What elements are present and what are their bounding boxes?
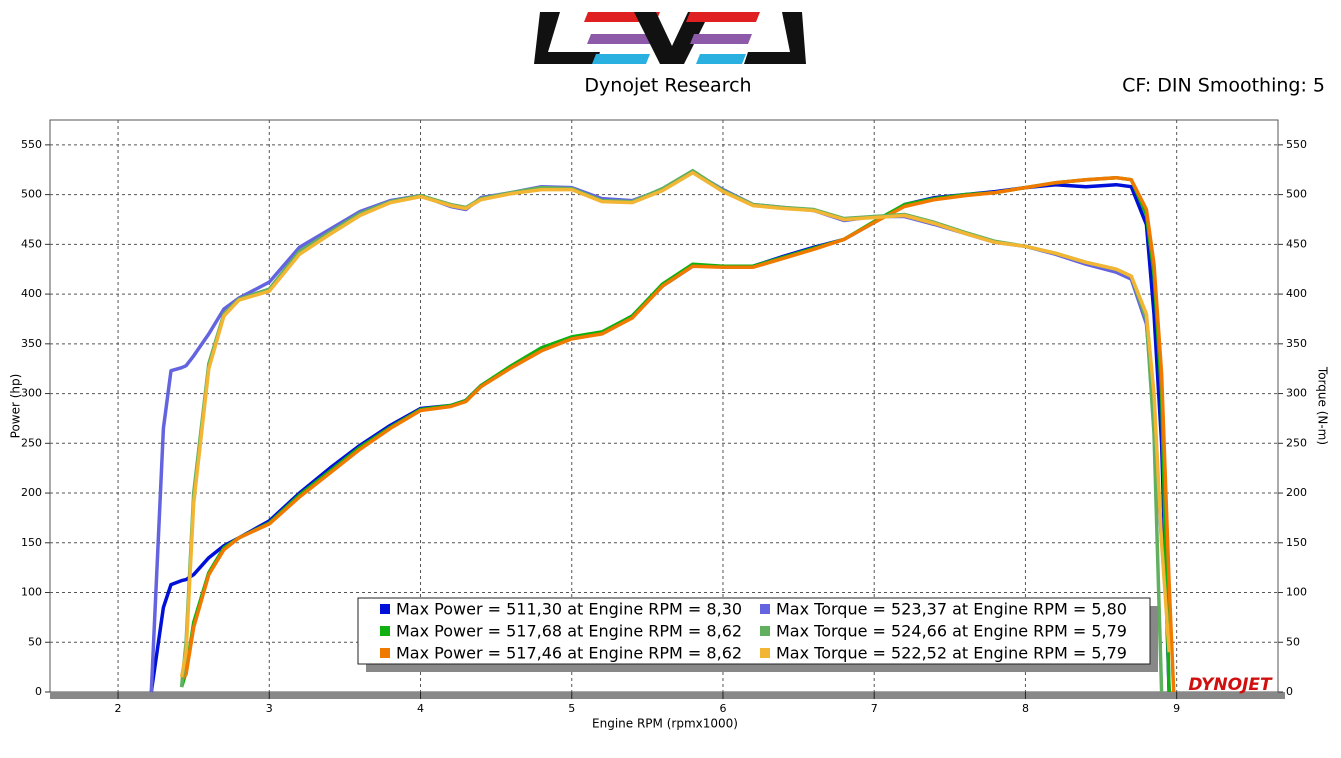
x-tick-label: 6 [719, 702, 726, 715]
x-tick-label: 3 [266, 702, 273, 715]
plot-area [49, 119, 1279, 693]
legend-swatch [380, 604, 390, 614]
x-tick-label: 7 [871, 702, 878, 715]
y-tick-label: 150 [21, 536, 42, 549]
y2-tick-label: 300 [1286, 387, 1307, 400]
legend [357, 597, 1151, 665]
y-tick-label: 500 [21, 188, 42, 201]
legend-label: Max Power = 517,46 at Engine RPM = 8,62 [396, 644, 742, 663]
x-axis-label: Engine RPM (rpmx1000) [592, 717, 738, 731]
y-tick-label: 100 [21, 586, 42, 599]
series-line [180, 175, 1176, 693]
y-tick-label: 550 [21, 138, 42, 151]
y2-tick-label: 400 [1286, 287, 1307, 300]
legend-swatch [760, 626, 770, 636]
chart-title: Dynojet Research [584, 75, 751, 97]
legend-swatch [380, 626, 390, 636]
brand-logo: DYNOJET [1188, 675, 1273, 695]
x-tick-label: 9 [1173, 702, 1180, 715]
y2-tick-label: 550 [1286, 138, 1307, 151]
y-tick-label: 50 [28, 635, 42, 648]
legend-swatch [380, 648, 390, 658]
y2-tick-label: 450 [1286, 237, 1307, 250]
logo [534, 12, 806, 64]
y-tick-label: 400 [21, 287, 42, 300]
x-tick-label: 8 [1022, 702, 1029, 715]
y-tick-label: 450 [21, 237, 42, 250]
legend-swatch [760, 604, 770, 614]
y-tick-label: 0 [35, 685, 42, 698]
y2-tick-label: 250 [1286, 436, 1307, 449]
y2-tick-label: 200 [1286, 486, 1307, 499]
y2-tick-label: 150 [1286, 536, 1307, 549]
legend-label: Max Torque = 522,52 at Engine RPM = 5,79 [776, 644, 1127, 663]
legend-label: Max Torque = 524,66 at Engine RPM = 5,79 [776, 622, 1127, 641]
x-axis-band [50, 692, 1285, 699]
y2-tick-label: 500 [1286, 188, 1307, 201]
y-tick-label: 300 [21, 387, 42, 400]
y-tick-label: 250 [21, 436, 42, 449]
legend-label: Max Torque = 523,37 at Engine RPM = 5,80 [776, 600, 1127, 619]
y-tick-label: 350 [21, 337, 42, 350]
legend-label: Max Power = 511,30 at Engine RPM = 8,30 [396, 600, 742, 619]
x-tick-label: 2 [115, 702, 122, 715]
y2-tick-label: 50 [1286, 635, 1300, 648]
series-line [179, 170, 1171, 678]
legend-swatch [760, 648, 770, 658]
y2-axis-label: Torque (N-m) [1316, 366, 1330, 445]
y2-tick-label: 100 [1286, 586, 1307, 599]
legend-label: Max Power = 517,68 at Engine RPM = 8,62 [396, 622, 742, 641]
y-axis-label: Power (hp) [9, 374, 23, 439]
x-tick-label: 5 [568, 702, 575, 715]
y2-tick-label: 350 [1286, 337, 1307, 350]
y-tick-label: 200 [21, 486, 42, 499]
chart-subtitle: CF: DIN Smoothing: 5 [1122, 75, 1325, 97]
x-tick-label: 4 [417, 702, 424, 715]
y2-tick-label: 0 [1286, 685, 1293, 698]
